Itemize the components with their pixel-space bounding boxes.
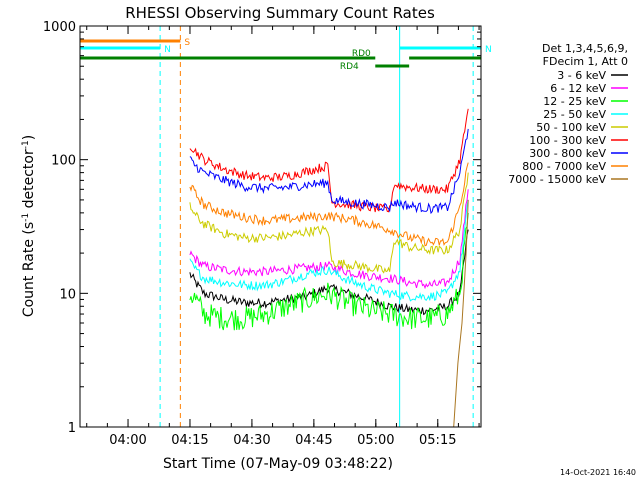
legend: Det 1,3,4,5,6,9,FDecim 1, Att 03 - 6 keV… <box>508 42 628 186</box>
legend-label-3: 25 - 50 keV <box>543 108 606 121</box>
x-tick-label-4: 05:00 <box>357 433 394 448</box>
legend-label-5: 100 - 300 keV <box>529 134 606 147</box>
annotation-layer: S N N RD0 RD4 <box>79 26 492 427</box>
legend-label-7: 800 - 7000 keV <box>522 160 606 173</box>
legend-label-8: 7000 - 15000 keV <box>508 173 606 186</box>
x-axis-title: Start Time (07-May-09 03:48:22) <box>163 456 393 472</box>
series-line-4 <box>189 172 469 274</box>
series-layer <box>189 108 469 428</box>
y-axis-title: Count Rate (s-1 detector-1) <box>21 135 37 317</box>
x-tick-label-1: 04:15 <box>171 433 208 448</box>
legend-label-0: 3 - 6 keV <box>557 69 606 82</box>
y-tick-label-0: 1 <box>68 421 76 436</box>
legend-label-4: 50 - 100 keV <box>536 121 606 134</box>
axis-layer: 1 10 100 1000 04:00 04:15 04:30 04:45 05:00 05:15 <box>43 20 481 448</box>
plot-frame <box>79 25 482 428</box>
data-bar-label-1: RD4 <box>340 62 359 72</box>
attenuator-label-1: N <box>164 45 171 55</box>
legend-label-6: 300 - 800 keV <box>529 147 606 160</box>
y-tick-label-3: 1000 <box>43 20 76 35</box>
legend-header-1: FDecim 1, Att 0 <box>543 55 628 68</box>
series-line-5 <box>189 108 469 213</box>
series-line-1 <box>189 189 469 290</box>
x-tick-label-5: 05:15 <box>419 433 456 448</box>
legend-header-0: Det 1,3,4,5,6,9, <box>542 42 628 55</box>
x-tick-label-2: 04:30 <box>233 433 270 448</box>
legend-label-2: 12 - 25 keV <box>543 95 606 108</box>
series-line-2 <box>189 212 469 331</box>
attenuator-label-2: N <box>485 45 492 55</box>
legend-label-1: 6 - 12 keV <box>550 82 606 95</box>
data-bar-label-0: RD0 <box>352 49 371 59</box>
series-line-3 <box>189 199 469 302</box>
series-line-6 <box>189 128 469 215</box>
x-tick-label-3: 04:45 <box>295 433 332 448</box>
y-tick-label-1: 10 <box>59 287 76 302</box>
x-tick-label-0: 04:00 <box>109 433 146 448</box>
series-line-8 <box>453 199 469 428</box>
chart-title: RHESSI Observing Summary Count Rates <box>125 4 435 22</box>
footer-timestamp: 14-Oct-2021 16:40 <box>560 468 636 477</box>
series-line-7 <box>189 162 469 247</box>
y-tick-label-2: 100 <box>51 154 76 169</box>
attenuator-label-0: S <box>184 38 190 48</box>
